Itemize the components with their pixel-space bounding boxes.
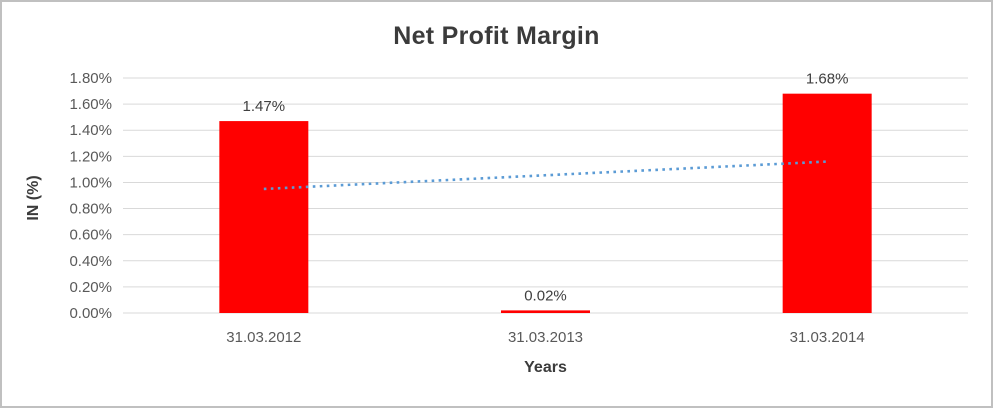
x-category-label: 31.03.2012	[226, 329, 301, 346]
y-tick-label: 1.60%	[69, 96, 112, 113]
chart-title: Net Profit Margin	[393, 22, 600, 50]
y-tick-label: 1.20%	[69, 148, 112, 165]
x-category-label: 31.03.2013	[508, 329, 583, 346]
y-tick-label: 0.00%	[69, 305, 112, 322]
bar-31.03.2012	[219, 121, 309, 313]
bar-31.03.2013	[501, 310, 590, 313]
y-tick-label: 0.40%	[69, 253, 112, 270]
bar-31.03.2014	[782, 93, 872, 314]
y-tick-label: 1.40%	[69, 122, 112, 139]
bar-value-label: 1.47%	[243, 98, 286, 115]
y-tick-label: 0.80%	[69, 201, 112, 218]
y-tick-label: 0.20%	[69, 279, 112, 296]
y-tick-label: 0.60%	[69, 227, 112, 244]
bar-value-label: 0.02%	[524, 287, 567, 304]
x-category-label: 31.03.2014	[790, 329, 865, 346]
y-tick-label: 1.00%	[69, 174, 112, 191]
bar-value-label: 1.68%	[806, 71, 849, 88]
x-axis-title: Years	[524, 359, 567, 376]
trendline	[263, 160, 828, 191]
y-tick-label: 1.80%	[69, 70, 112, 87]
